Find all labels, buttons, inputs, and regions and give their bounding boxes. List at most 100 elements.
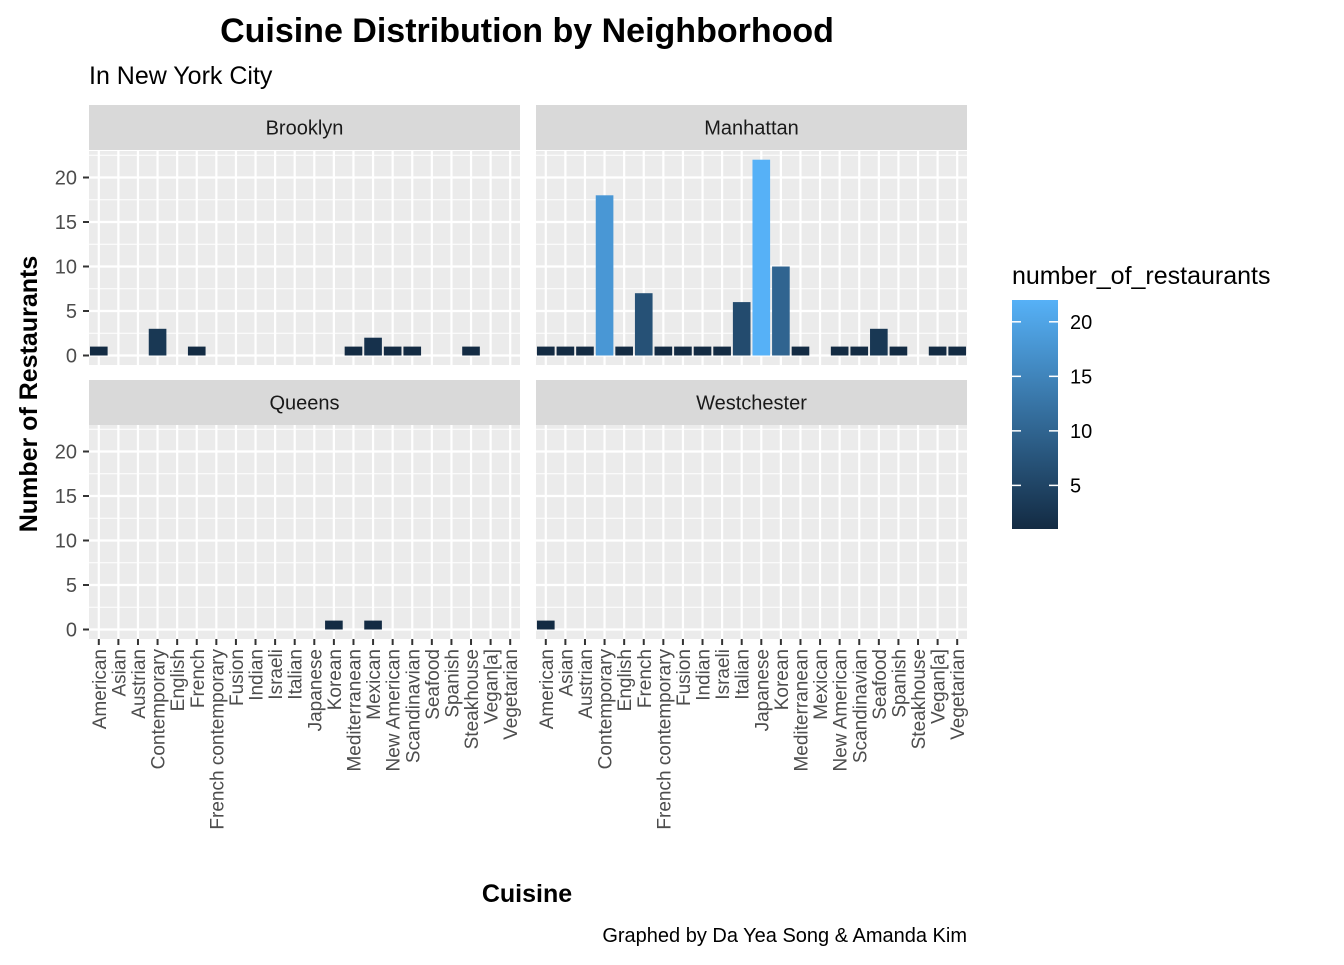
facet-strip-label: Brooklyn	[266, 118, 344, 140]
x-tick-label: Steakhouse	[462, 649, 483, 749]
x-tick-label: Israeli	[266, 649, 287, 700]
x-tick-label: American	[537, 649, 558, 729]
legend-colorbar	[1012, 300, 1058, 529]
x-tick-label: New American	[384, 649, 405, 772]
x-tick-label: Italian	[733, 649, 754, 700]
panel-background	[536, 425, 967, 639]
x-tick-label: French contemporary	[207, 649, 228, 830]
legend-title: number_of_restaurants	[1012, 262, 1270, 290]
facet-panel-queens: Queens 0 5 10 15 20 AmericanAsianAustrianConte…	[55, 380, 522, 830]
y-tick-label: 5	[66, 575, 77, 597]
x-tick-label: English	[168, 649, 189, 711]
x-tick-label: Fusion	[674, 649, 695, 706]
x-tick-label: Korean	[772, 649, 793, 710]
x-tick-label: Austrian	[129, 649, 150, 719]
bar-brooklyn-american	[89, 346, 108, 356]
bar-manhattan-spanish	[889, 346, 908, 356]
x-tick-label: French	[635, 649, 656, 708]
bar-manhattan-korean	[772, 266, 790, 356]
x-tick-label: Vegetarian	[948, 649, 969, 740]
chart-title: Cuisine Distribution by Neighborhood	[220, 12, 834, 50]
bar-manhattan-italian	[732, 302, 751, 356]
x-tick-label: Spanish	[442, 649, 463, 718]
bar-queens-mexican	[364, 620, 382, 630]
facet-panel-manhattan: Manhattan	[536, 105, 967, 365]
x-tick-label: Seafood	[423, 649, 444, 720]
facet-strip-label: Westchester	[696, 393, 807, 415]
x-tick-label: Contemporary	[149, 649, 170, 770]
x-tick-label: Korean	[325, 649, 346, 710]
bar-manhattan-japanese	[752, 159, 771, 356]
facet-panel-westchester: Westchester AmericanAsianAustrianContempo…	[536, 380, 969, 830]
bar-manhattan-indian	[693, 346, 712, 356]
facet-panel-brooklyn: Brooklyn 0 5 10 15 20	[55, 105, 520, 368]
x-tick-label: Contemporary	[596, 649, 617, 770]
bar-manhattan-american	[536, 346, 555, 356]
bar-westchester-american	[536, 620, 555, 630]
bar-manhattan-fusion	[674, 346, 692, 356]
bar-manhattan-contemporary	[595, 195, 614, 356]
y-tick-label: 0	[66, 620, 77, 642]
x-tick-label: Scandinavian	[403, 649, 424, 763]
x-tick-label: Mexican	[811, 649, 832, 720]
x-tick-label: Italian	[286, 649, 307, 700]
bar-manhattan-seafood	[870, 328, 888, 356]
bar-brooklyn-french	[187, 346, 206, 356]
facet-strip	[536, 105, 967, 150]
bar-manhattan-asian	[556, 346, 575, 356]
x-tick-label: Mediterranean	[344, 649, 365, 772]
x-tick-label: Austrian	[576, 649, 597, 719]
bar-brooklyn-scandinavian	[403, 346, 422, 356]
y-tick-label: 15	[55, 486, 77, 508]
legend: number_of_restaurants 5 10 15 20	[1012, 262, 1270, 529]
x-tick-label: English	[615, 649, 636, 711]
y-tick-label: 20	[55, 168, 77, 190]
bar-brooklyn-contemporary	[148, 328, 167, 356]
bar-manhattan-israeli	[713, 346, 731, 356]
x-tick-label: Scandinavian	[850, 649, 871, 763]
legend-tick-label: 20	[1070, 312, 1092, 334]
facet-strip-label: Manhattan	[704, 118, 799, 140]
y-tick-label: 5	[66, 301, 77, 323]
x-tick-label: French contemporary	[654, 649, 675, 830]
chart-caption: Graphed by Da Yea Song & Amanda Kim	[602, 925, 967, 947]
facet-strip	[89, 105, 520, 150]
bar-manhattan-austrian	[576, 346, 594, 356]
x-tick-label: Indian	[247, 649, 268, 701]
bar-brooklyn-mexican	[364, 337, 382, 356]
legend-tick-label: 5	[1070, 475, 1081, 497]
x-tick-label: Indian	[694, 649, 715, 701]
bar-brooklyn-steakhouse	[462, 346, 480, 356]
bar-brooklyn-mediterranean	[344, 346, 363, 356]
bar-manhattan-english	[615, 346, 633, 356]
x-tick-label: Japanese	[752, 649, 773, 731]
x-axis-label: Cuisine	[482, 880, 572, 908]
x-tick-label: New American	[831, 649, 852, 772]
bar-manhattan-vegetarian	[948, 346, 967, 356]
bar-queens-korean	[325, 620, 343, 630]
y-tick-label: 10	[55, 257, 77, 279]
x-tick-label: Mexican	[364, 649, 385, 720]
x-tick-label: Fusion	[227, 649, 248, 706]
facet-strip	[536, 380, 967, 425]
y-tick-label: 0	[66, 346, 77, 368]
bar-manhattan-new-american	[830, 346, 849, 356]
x-tick-label: Vegetarian	[501, 649, 522, 740]
x-tick-label: Asian	[109, 649, 130, 697]
bar-manhattan-french	[634, 293, 653, 356]
x-tick-label: American	[90, 649, 111, 729]
y-axis-label: Number of Restaurants	[15, 256, 43, 532]
facet-strip	[89, 380, 520, 425]
x-tick-label: Israeli	[713, 649, 734, 700]
x-tick-label: French	[188, 649, 209, 708]
legend-tick-label: 15	[1070, 366, 1092, 388]
x-tick-label: Spanish	[889, 649, 910, 718]
facet-strip-label: Queens	[269, 393, 339, 415]
y-tick-label: 15	[55, 212, 77, 234]
y-tick-label: 20	[55, 442, 77, 464]
x-tick-label: Japanese	[305, 649, 326, 731]
x-tick-label: Vegan[a]	[482, 649, 503, 724]
y-tick-label: 10	[55, 531, 77, 553]
